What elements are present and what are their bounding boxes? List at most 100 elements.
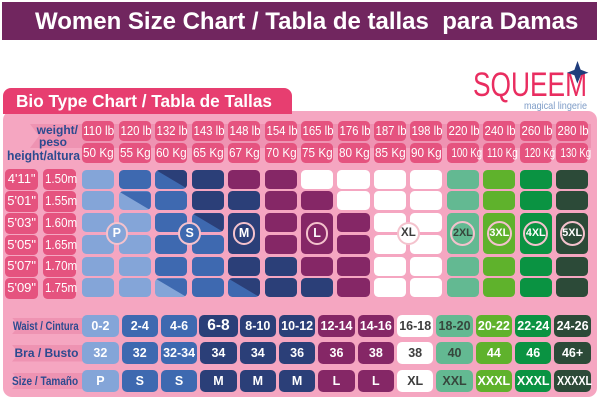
grid-cell xyxy=(191,191,224,211)
bottom-row-label: Size / Tamaño xyxy=(0,374,78,388)
grid-cell xyxy=(82,191,115,211)
weight-kg-box: 60 Kg xyxy=(155,142,188,163)
bottom-row-label-text: Waist / Cintura xyxy=(12,319,79,333)
bottom-value-box: 32 xyxy=(121,342,158,365)
bottom-value-box: 32 xyxy=(82,342,119,365)
bottom-value-box-text: 46+ xyxy=(561,346,584,361)
bottom-value-box-text: 22-24 xyxy=(517,318,550,333)
brand-logo: SQUEEM magical lingerie xyxy=(380,58,590,113)
grid-cell xyxy=(410,234,443,254)
bottom-value-box: XXXXL xyxy=(554,369,592,392)
weight-kg-box-text: 100 Kg xyxy=(451,145,483,160)
height-ft-box: 5'03" xyxy=(5,212,38,234)
height-m-box: 1.75m xyxy=(42,278,77,299)
grid-cell-diagonal-split xyxy=(155,169,188,189)
grid-cell xyxy=(118,278,151,298)
bottom-value-box-text: 20-22 xyxy=(477,318,510,333)
weight-lb-box-text: 176 lb xyxy=(338,123,371,138)
grid-cell xyxy=(556,278,589,298)
grid-cell xyxy=(446,256,479,276)
grid-cell xyxy=(155,278,188,298)
bottom-value-box-text: XXXL xyxy=(477,373,511,388)
bottom-value-box: 8-10 xyxy=(239,314,276,337)
height-ft-box: 5'09" xyxy=(5,278,38,299)
weight-kg-box-text: 50 Kg xyxy=(83,145,115,160)
grid-cell xyxy=(228,256,261,276)
height-m-box-text: 1.60m xyxy=(44,214,77,230)
grid-cell-diagonal-split xyxy=(155,278,188,298)
weight-lb-box: 148 lb xyxy=(228,120,261,141)
four-point-star-icon xyxy=(567,61,589,84)
bottom-value-box-text: 32 xyxy=(93,346,108,361)
size-marker-2xl-text: 2XL xyxy=(452,227,473,240)
bottom-value-box-text: 4-6 xyxy=(170,318,189,333)
grid-cell xyxy=(483,278,516,298)
height-ft-box: 5'01" xyxy=(5,191,38,212)
weight-kg-box-text: 110 Kg xyxy=(487,145,519,160)
bottom-value-box: 16-18 xyxy=(397,314,434,337)
weight-lb-box-text: 187 lb xyxy=(375,123,407,138)
weight-kg-box: 55 Kg xyxy=(118,142,151,163)
weight-kg-box: 67 Kg xyxy=(228,142,261,163)
bottom-value-box-text: M xyxy=(291,373,303,388)
grid-cell xyxy=(82,169,115,189)
weight-axis-label-line1: weight/ xyxy=(36,122,78,137)
bottom-value-box-text: 24-26 xyxy=(556,318,589,333)
height-ft-box-text: 5'01" xyxy=(7,193,37,209)
bottom-value-box-text: XL xyxy=(407,373,424,388)
grid-cell xyxy=(446,191,479,211)
bottom-value-box-text: M xyxy=(213,373,224,388)
height-ft-box-text: 5'05" xyxy=(7,236,37,252)
weight-kg-box: 130 Kg xyxy=(556,142,591,163)
height-ft-box: 5'05" xyxy=(5,234,38,256)
bottom-value-box-text: 38 xyxy=(408,346,423,361)
bottom-value-box: 46+ xyxy=(554,342,591,365)
weight-kg-box-text: 67 Kg xyxy=(229,145,260,160)
grid-cell xyxy=(337,191,370,211)
grid-cell xyxy=(264,191,297,211)
bottom-value-box: 18-20 xyxy=(436,314,473,337)
bottom-value-box-text: P xyxy=(96,373,105,388)
weight-kg-box: 65 Kg xyxy=(191,142,224,163)
size-marker-xl-text: XL xyxy=(401,227,416,240)
grid-cell xyxy=(301,256,334,276)
grid-cell xyxy=(337,234,370,254)
bottom-value-box: 4-6 xyxy=(160,314,198,337)
bottom-value-box: 22-24 xyxy=(515,314,552,337)
weight-lb-box: 176 lb xyxy=(337,120,371,141)
grid-cell xyxy=(483,169,516,189)
grid-cell xyxy=(410,256,443,276)
weight-lb-box-text: 154 lb xyxy=(266,123,298,138)
bottom-value-box: 34 xyxy=(200,342,237,365)
bottom-value-box: 6-8 xyxy=(199,314,238,337)
height-ft-box-text: 5'07" xyxy=(7,258,37,274)
grid-cell xyxy=(337,256,370,276)
weight-kg-box: 80 Kg xyxy=(337,142,370,163)
grid-cell xyxy=(337,213,370,233)
size-marker-p-text: P xyxy=(112,226,121,241)
height-m-box-text: 1.70m xyxy=(44,258,77,274)
weight-kg-box-text: 70 Kg xyxy=(265,145,297,160)
weight-lb-box: 165 lb xyxy=(301,120,334,141)
grid-cell xyxy=(191,234,224,254)
size-marker-4xl-text: 4XL xyxy=(525,227,546,240)
weight-lb-box: 220 lb xyxy=(446,120,479,141)
grid-cell xyxy=(519,191,552,211)
size-marker-p: P xyxy=(105,222,129,245)
size-marker-4xl: 4XL xyxy=(523,220,549,246)
bottom-value-box: 32-34 xyxy=(160,342,198,365)
grid-cell xyxy=(118,191,151,211)
size-marker-s: S xyxy=(178,222,201,245)
grid-cell xyxy=(519,256,552,276)
bottom-value-box-text: 34 xyxy=(211,346,226,361)
height-ft-box-text: 5'09" xyxy=(7,280,37,296)
height-m-box-text: 1.55m xyxy=(44,193,77,209)
bottom-value-box: 14-16 xyxy=(357,314,395,337)
bottom-value-box-text: 8-10 xyxy=(245,318,271,333)
bottom-value-box-text: 40 xyxy=(447,346,462,361)
weight-lb-box: 260 lb xyxy=(519,120,552,141)
brand-tagline: magical lingerie xyxy=(524,100,587,112)
bottom-value-box: XXL xyxy=(436,369,473,392)
weight-kg-box: 75 Kg xyxy=(301,142,334,163)
grid-cell xyxy=(519,278,552,298)
